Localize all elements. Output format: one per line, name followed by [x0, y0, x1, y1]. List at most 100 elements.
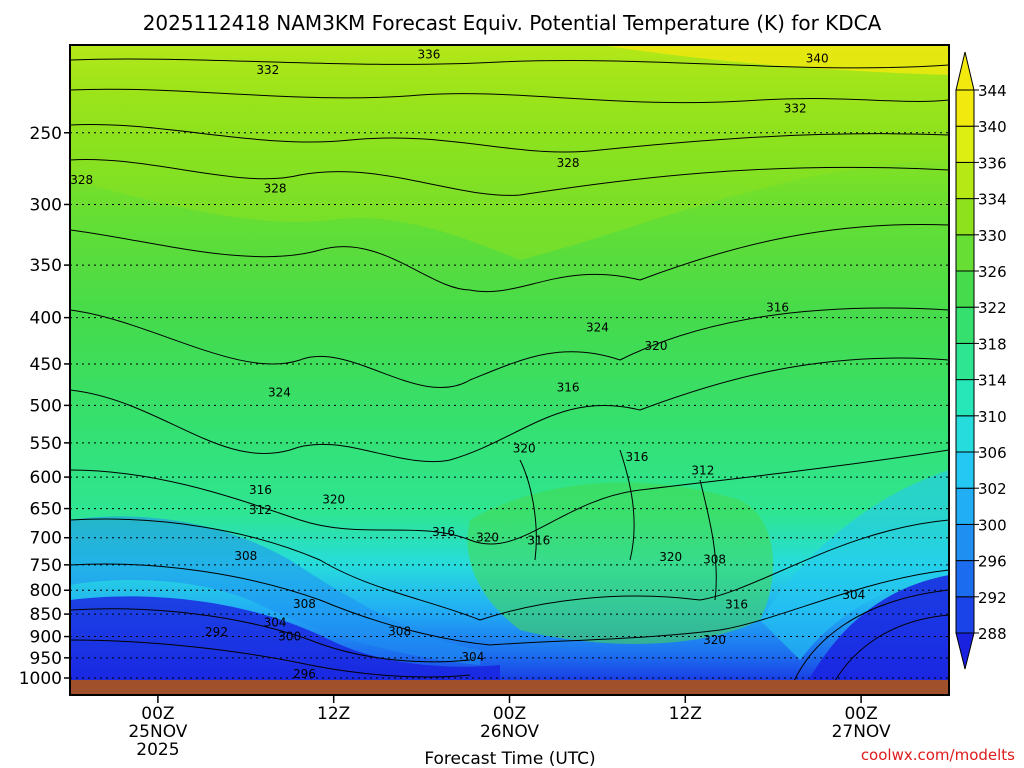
- y-tick-label-400: 400: [30, 309, 62, 329]
- colorbar-segment-7: [955, 342, 975, 381]
- contour-label-12: 320: [513, 442, 536, 456]
- contour-label-20: 316: [527, 534, 550, 548]
- colorbar-label-344: 344: [978, 82, 1007, 100]
- x-tick-label-2-0: 00Z: [493, 704, 526, 724]
- contour-label-11: 324: [268, 386, 291, 400]
- y-tick-label-750: 750: [30, 556, 62, 576]
- colorbar-segment-8: [955, 306, 975, 344]
- x-tick-label-0-1: 25NOV: [128, 722, 187, 742]
- y-tick-label-600: 600: [30, 468, 62, 488]
- contour-label-2: 332: [256, 63, 279, 77]
- contour-label-7: 316: [766, 301, 789, 315]
- colorbar-label-314: 314: [978, 372, 1007, 390]
- contour-label-6: 328: [264, 181, 287, 195]
- colorbar-label-288: 288: [978, 625, 1007, 643]
- x-tick-label-4-1: 27NOV: [832, 722, 891, 742]
- contour-labels: 336 340 332 332 328 328 328 316 324 320 316 324 320 3…: [70, 48, 865, 681]
- contour-label-26: 316: [725, 598, 748, 612]
- contour-label-18: 316: [432, 525, 455, 539]
- ground-strip: [70, 680, 949, 695]
- colorbar-label-306: 306: [978, 444, 1007, 462]
- contour-label-4: 328: [557, 156, 580, 170]
- colorbar-max-arrow: [955, 51, 975, 91]
- plot-area: 336 340 332 332 328 328 328 316 324 320 316 324 320 3…: [70, 45, 949, 695]
- cold-pool-left: [70, 596, 500, 695]
- colorbar-label-310: 310: [978, 408, 1007, 426]
- contour-label-1: 340: [806, 52, 829, 66]
- contour-label-14: 312: [691, 463, 714, 477]
- contour-label-28: 308: [388, 624, 411, 638]
- y-axis: 250 300 350 400 450 500 550 600 650 700 750 800 850 9…: [19, 124, 70, 689]
- y-tick-label-950: 950: [30, 649, 62, 669]
- y-tick-label-450: 450: [30, 355, 62, 375]
- contour-label-8: 324: [586, 320, 609, 334]
- contour-label-27: 304: [264, 615, 287, 629]
- x-tick-label-1-0: 12Z: [317, 704, 350, 724]
- x-tick-label-4-0: 00Z: [844, 704, 877, 724]
- contour-label-32: 304: [461, 650, 484, 664]
- colorbar-label-302: 302: [978, 480, 1007, 498]
- contour-label-24: 304: [842, 588, 865, 602]
- colorbar-segment-0: [955, 596, 975, 634]
- colorbar-segment-1: [955, 560, 975, 598]
- colorbar-segment-5: [955, 415, 975, 453]
- moist-core: [467, 482, 774, 644]
- contour-label-0: 336: [417, 48, 440, 62]
- credit-text: coolwx.com/modelts: [861, 746, 1015, 764]
- y-tick-label-250: 250: [30, 124, 62, 144]
- colorbar: 288 292 296 300 302 306 310 314 318 322 326 330 334 3…: [955, 51, 1007, 670]
- y-tick-label-800: 800: [30, 581, 62, 601]
- y-tick-label-500: 500: [30, 396, 62, 416]
- colorbar-label-336: 336: [978, 154, 1007, 172]
- y-tick-label-300: 300: [30, 195, 62, 215]
- colorbar-segment-4: [955, 451, 975, 489]
- colorbar-segment-9: [955, 270, 975, 308]
- colorbar-segment-10: [955, 234, 975, 272]
- colorbar-label-318: 318: [978, 335, 1007, 353]
- contour-label-15: 316: [249, 483, 272, 497]
- y-tick-label-650: 650: [30, 500, 62, 520]
- contour-label-13: 316: [626, 450, 649, 464]
- colorbar-label-322: 322: [978, 299, 1007, 317]
- colorbar-segment-13: [955, 125, 975, 163]
- x-tick-label-3-0: 12Z: [669, 704, 702, 724]
- contour-label-3: 332: [784, 101, 807, 115]
- colorbar-segment-12: [955, 161, 975, 200]
- colorbar-segment-6: [955, 379, 975, 417]
- y-tick-label-350: 350: [30, 256, 62, 276]
- contour-label-23: 308: [703, 553, 726, 567]
- contour-label-29: 292: [205, 625, 228, 639]
- y-tick-label-900: 900: [30, 628, 62, 648]
- x-tick-label-0-0: 00Z: [141, 704, 174, 724]
- chart-title: 2025112418 NAM3KM Forecast Equiv. Potent…: [143, 11, 882, 35]
- colorbar-segment-2: [955, 523, 975, 562]
- contour-label-9: 320: [645, 339, 668, 353]
- colorbar-label-334: 334: [978, 191, 1007, 209]
- colorbar-segment-3: [955, 487, 975, 525]
- y-tick-label-550: 550: [30, 434, 62, 454]
- colorbar-segment-14: [955, 89, 975, 127]
- x-axis-label: Forecast Time (UTC): [424, 749, 595, 768]
- cold-pool-right: [800, 575, 949, 695]
- contour-label-16: 320: [322, 492, 345, 506]
- colorbar-label-330: 330: [978, 227, 1007, 245]
- contour-label-30: 300: [278, 630, 301, 644]
- contour-label-17: 312: [249, 503, 272, 517]
- x-tick-label-0-2: 2025: [136, 740, 179, 760]
- contour-label-22: 320: [659, 550, 682, 564]
- y-tick-label-1000: 1000: [19, 669, 62, 689]
- contour-label-21: 308: [234, 549, 257, 563]
- colorbar-min-arrow: [955, 632, 975, 670]
- y-tick-label-850: 850: [30, 605, 62, 625]
- contour-label-19: 320: [476, 531, 499, 545]
- colorbar-label-300: 300: [978, 516, 1007, 534]
- contour-label-10: 316: [557, 381, 580, 395]
- pressure-grid: [70, 132, 949, 679]
- colorbar-label-340: 340: [978, 118, 1007, 136]
- contours: [70, 58, 949, 691]
- y-tick-label-700: 700: [30, 529, 62, 549]
- contour-label-33: 296: [293, 667, 316, 681]
- colorbar-label-326: 326: [978, 263, 1007, 281]
